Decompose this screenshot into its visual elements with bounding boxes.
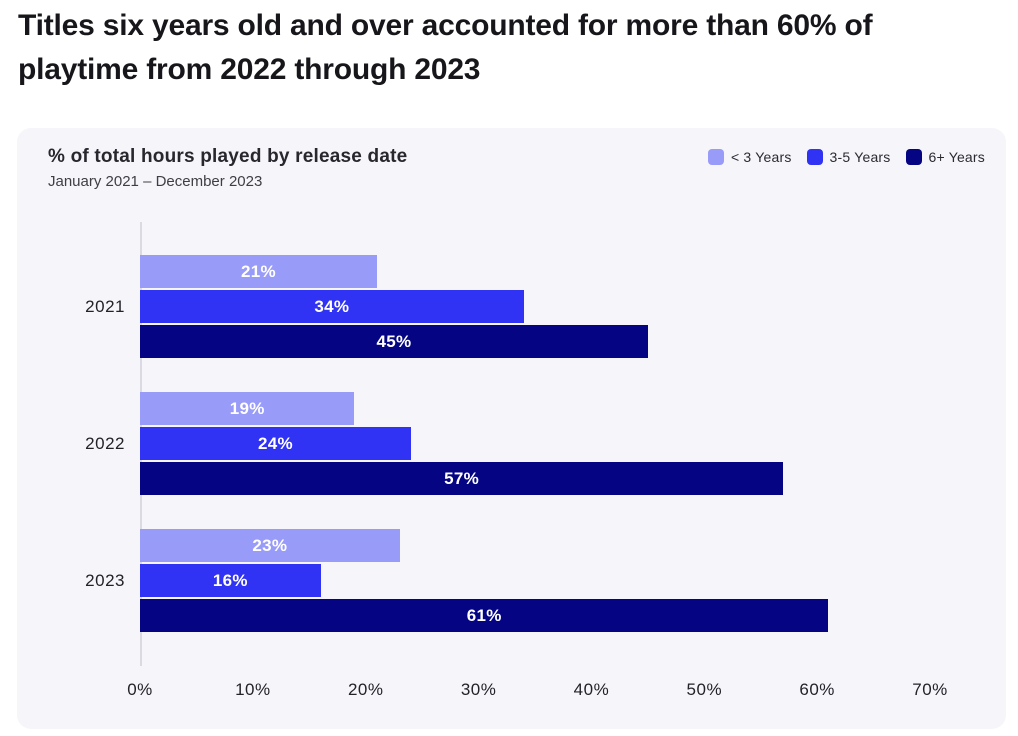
bar: 24% xyxy=(140,427,411,460)
chart-subtitle: January 2021 – December 2023 xyxy=(48,173,263,190)
chart-card: % of total hours played by release date … xyxy=(17,128,1006,729)
plot-area: 2021 21% 34% 45% 2022 19% 24% 57% 2023 23% 16% 61% 0… xyxy=(17,128,1006,729)
chart-title: % of total hours played by release date xyxy=(48,146,408,167)
bar-value-label: 19% xyxy=(229,398,265,418)
x-tick-label: 20% xyxy=(347,680,384,699)
category-label: 2021 xyxy=(85,297,125,316)
bar-value-label: 45% xyxy=(376,331,412,351)
bar-value-label: 23% xyxy=(252,535,288,555)
legend-label: 6+ Years xyxy=(928,149,985,165)
page-title: Titles six years old and over accounted … xyxy=(18,9,873,86)
bar-value-label: 16% xyxy=(212,570,248,590)
bar: 34% xyxy=(140,290,524,323)
x-tick-label: 50% xyxy=(686,680,723,699)
x-tick-label: 60% xyxy=(799,680,835,699)
bar: 16% xyxy=(140,564,321,597)
category-label: 2023 xyxy=(85,571,125,590)
legend-label: 3-5 Years xyxy=(829,149,891,165)
legend-swatch-icon xyxy=(905,149,922,165)
bar-value-label: 24% xyxy=(257,433,293,453)
legend-swatch-icon xyxy=(806,149,823,165)
bar: 57% xyxy=(140,462,784,495)
x-tick-label: 0% xyxy=(127,680,153,699)
category-label: 2022 xyxy=(85,434,125,453)
legend-swatch-icon xyxy=(707,149,724,165)
bar: 19% xyxy=(140,392,355,425)
chart-legend: < 3 Years 3-5 Years 6+ Years xyxy=(707,149,986,165)
x-tick-label: 10% xyxy=(235,680,271,699)
bar-value-label: 21% xyxy=(241,261,276,281)
legend-label: < 3 Years xyxy=(730,149,792,165)
bar-value-label: 57% xyxy=(444,468,480,488)
legend-item: 6+ Years xyxy=(905,149,986,165)
bar-value-label: 61% xyxy=(466,605,502,625)
bar: 23% xyxy=(140,529,400,562)
bar-value-label: 34% xyxy=(314,296,350,316)
legend-item: 3-5 Years xyxy=(806,149,891,165)
bar: 21% xyxy=(140,255,377,288)
bar: 61% xyxy=(140,599,829,632)
x-tick-label: 30% xyxy=(460,680,497,699)
x-tick-label: 40% xyxy=(573,680,610,699)
bar: 45% xyxy=(140,325,648,358)
legend-item: < 3 Years xyxy=(707,149,792,165)
x-tick-label: 70% xyxy=(912,680,948,699)
